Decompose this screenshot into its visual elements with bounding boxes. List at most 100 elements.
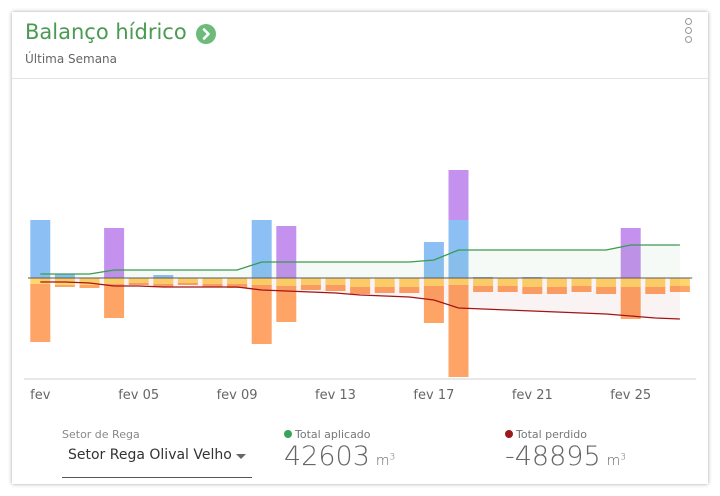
chart-bar [645, 287, 666, 294]
chart-bar [300, 285, 321, 290]
chart-bar [227, 278, 248, 284]
chart-bar [522, 278, 543, 287]
total-applied-label: Total aplicado [284, 428, 371, 441]
chart-bar [399, 287, 420, 293]
chart-bar [177, 283, 198, 285]
chart-bar [473, 286, 494, 292]
chart-bar [54, 285, 75, 287]
chart-bar [30, 284, 51, 342]
chart-bar [497, 278, 518, 286]
applied-dot-icon [284, 430, 292, 438]
chart-bar [620, 287, 641, 319]
chart-bar [104, 284, 125, 318]
water-balance-chart: fev fev 05 fev 09 fev 13 fev 17 fev 21 fev 25 [24, 170, 697, 403]
chart-bar [497, 286, 518, 292]
series-area [40, 278, 680, 319]
open-details-button[interactable] [196, 24, 216, 44]
chart-bar [79, 278, 100, 285]
chart-bar [153, 275, 174, 278]
x-tick-label: fev 25 [610, 388, 651, 403]
chart-bar [276, 278, 297, 286]
water-balance-card: Balanço hídrico Última Semana fev fev 05 f… [12, 12, 708, 484]
chart-bar [104, 278, 125, 284]
chart-bar [251, 285, 272, 344]
chart-bar [30, 278, 51, 284]
card-subtitle: Última Semana [25, 52, 118, 66]
chart-bar [423, 278, 444, 286]
chart-bar [153, 284, 174, 287]
chart-bar [128, 283, 149, 285]
series-area [40, 245, 680, 278]
x-tick-label: fev 13 [315, 388, 356, 403]
chart-bar [350, 278, 371, 287]
total-applied-unit: m3 [375, 452, 396, 469]
menu-dot-icon [684, 36, 692, 43]
chart-bar [596, 278, 617, 287]
chart-bar [546, 287, 567, 294]
chart-bar [423, 286, 444, 323]
chart-bar [448, 220, 469, 278]
series-line [40, 244, 680, 275]
chart-bar [325, 278, 346, 285]
chart-bar [30, 220, 51, 278]
applied-unit-text: m [375, 453, 390, 469]
chart-bar [645, 278, 666, 287]
sector-label: Setor de Rega [62, 428, 140, 441]
x-tick-label: fev 17 [413, 388, 454, 403]
more-options-menu[interactable] [680, 18, 696, 48]
menu-dot-icon [684, 18, 692, 25]
chart-bar [177, 278, 198, 283]
lost-unit-text: m [606, 453, 621, 469]
chart-bar [202, 278, 223, 284]
chart-bar [571, 286, 592, 292]
total-lost-label: Total perdido [505, 428, 587, 441]
chart-bar [153, 278, 174, 284]
x-tick-label: fev [30, 388, 51, 403]
chevron-right-icon [202, 28, 210, 40]
chart-bar [276, 286, 297, 322]
chart-bar [325, 285, 346, 291]
caret-down-icon [236, 454, 246, 459]
chart-bar [596, 287, 617, 294]
chart-bar [669, 278, 690, 286]
chart-bar [620, 228, 641, 278]
lost-dot-icon [505, 430, 513, 438]
total-lost-value: -48895 m3 [505, 441, 626, 472]
chart-bar [79, 285, 100, 288]
chart-bar [374, 278, 395, 287]
chart-bar [104, 228, 125, 278]
chart-bar [54, 274, 75, 278]
chart-bar [620, 278, 641, 287]
chart-bar [300, 278, 321, 285]
chart-bar [350, 287, 371, 294]
total-applied-number: 42603 [284, 441, 370, 472]
total-applied-label-text: Total aplicado [295, 428, 371, 441]
chart-bar [202, 284, 223, 287]
x-tick-label: fev 21 [512, 388, 553, 403]
chart-bar [448, 170, 469, 220]
menu-dot-icon [684, 27, 692, 34]
chart-bar [571, 278, 592, 286]
sector-select[interactable]: Setor Rega Olival Velho [62, 442, 252, 478]
chart-bar [276, 226, 297, 278]
chart-bar [546, 278, 567, 287]
sector-selected-value: Setor Rega Olival Velho [68, 447, 232, 463]
total-lost-number: -48895 [505, 441, 601, 472]
chart-bar [669, 286, 690, 292]
card-title: Balanço hídrico [25, 20, 187, 44]
x-tick-label: fev 05 [118, 388, 159, 403]
chart-bar [227, 284, 248, 288]
chart-bar [522, 287, 543, 294]
chart-bar [128, 278, 149, 283]
chart-bar [251, 278, 272, 285]
total-applied-value: 42603 m3 [284, 441, 395, 472]
series-line [40, 281, 680, 320]
total-lost-unit: m3 [606, 452, 627, 469]
chart-bar [374, 287, 395, 293]
card-header: Balanço hídrico Última Semana [12, 12, 708, 79]
chart-bar [399, 278, 420, 287]
chart-bar [473, 278, 494, 286]
chart-bar [448, 278, 469, 285]
total-lost-label-text: Total perdido [516, 428, 588, 441]
x-tick-label: fev 09 [217, 388, 258, 403]
